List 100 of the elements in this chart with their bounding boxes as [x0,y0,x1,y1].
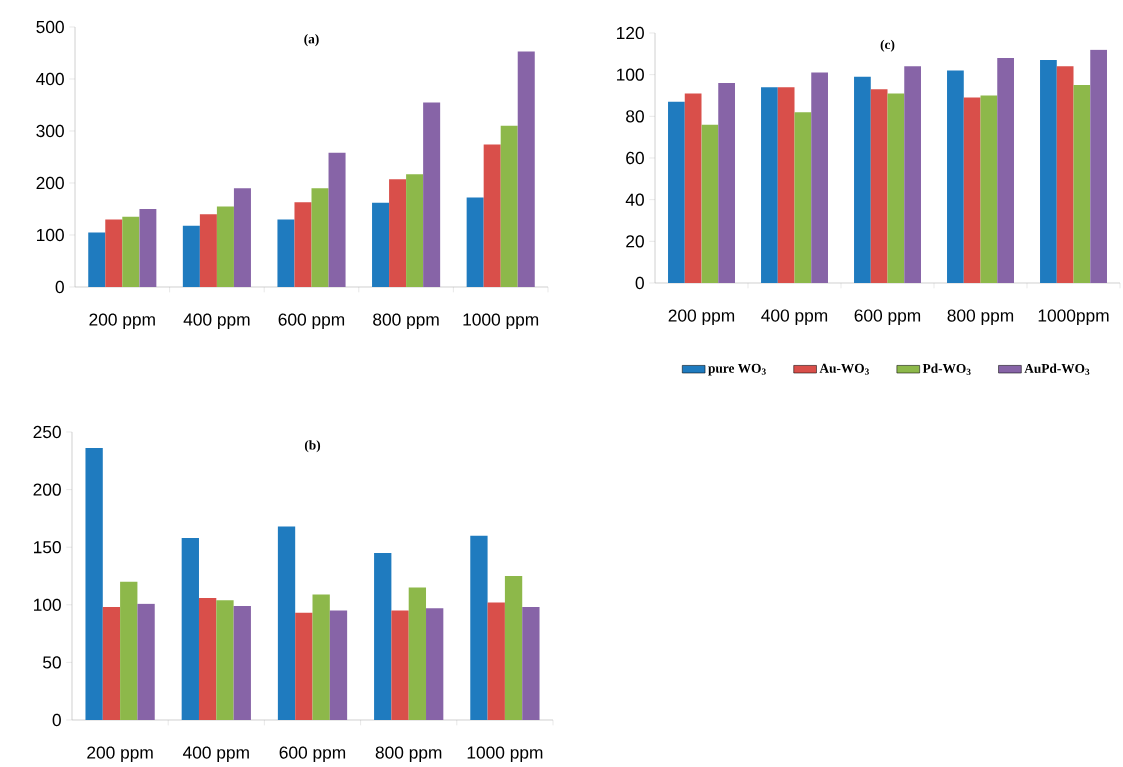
chart-title: (c) [880,39,895,52]
bar [295,612,313,720]
bar [980,95,998,283]
y-tick-label: 120 [617,26,644,40]
y-tick-label: 250 [33,425,61,439]
y-tick-label: 20 [626,235,644,248]
bar [88,232,106,287]
bar [374,552,392,720]
bar [718,82,735,283]
bar [182,225,200,287]
bar [500,125,518,287]
y-tick-label: 200 [33,483,61,496]
y-tick-label: 400 [36,72,64,86]
x-tick-label: 1000 ppm [463,313,539,330]
y-tick-label: 150 [34,541,61,554]
bar [122,216,140,287]
y-tick-label: 50 [43,656,61,669]
bar [406,174,424,287]
bar [761,87,778,283]
bar [777,87,795,283]
bar [389,179,407,287]
bar [137,603,155,720]
y-tick-label: 200 [36,176,64,190]
bar [1040,60,1057,283]
y-tick-label: 0 [55,280,64,294]
bar [684,93,702,283]
bar [391,610,409,720]
bar [199,214,217,287]
bar [963,97,981,283]
bar [198,597,217,720]
bar [105,219,123,287]
x-tick-label: 800 ppm [375,746,442,763]
bar [181,537,199,720]
bar [487,602,505,720]
bar [887,93,905,283]
bar [311,188,329,287]
bar [504,576,523,720]
bar [102,607,121,720]
bar [120,581,138,720]
y-tick-label: 60 [626,151,644,165]
x-tick-label: 400 ppm [182,746,249,763]
legend-label: AuPd-WO$_{3}$ [1024,363,1090,375]
y-tick-label: 0 [52,713,61,727]
bar [426,608,444,720]
bar [1056,66,1074,283]
bar [947,70,964,283]
bar [233,605,251,720]
bar [328,152,346,287]
bar [904,66,921,283]
bar [85,448,103,720]
bar [294,202,312,287]
bar [277,526,296,720]
bar [870,89,888,283]
y-tick-label: 300 [36,124,64,138]
x-tick-label: 600 ppm [278,313,345,330]
bar [423,102,441,287]
bar [277,219,295,287]
x-tick-label: 200 ppm [668,309,735,326]
x-tick-label: 200 ppm [87,746,153,763]
bar [854,76,871,283]
legend-label: Pd-WO$_{3}$ [922,363,971,375]
bar [466,197,484,287]
x-tick-label: 200 ppm [89,313,155,330]
y-tick-label: 80 [626,110,644,123]
x-tick-label: 800 ppm [373,313,439,330]
x-tick-label: 600 ppm [854,309,921,326]
bar [216,600,234,720]
y-tick-label: 40 [625,193,644,206]
bar [701,124,719,283]
y-tick-label: 100 [34,598,61,611]
bar [233,188,251,287]
x-tick-label: 400 ppm [183,313,250,330]
bar [517,51,535,287]
legend-label: pure WO$_{3}$ [708,363,766,376]
x-tick-label: 800 ppm [947,309,1014,326]
x-tick-label: 1000ppm [1038,309,1109,326]
bar [794,112,812,283]
bar [139,208,157,287]
y-tick-label: 100 [617,68,644,81]
bar [312,594,330,720]
y-tick-label: 0 [635,276,644,290]
bar [470,535,488,720]
bar [408,587,427,720]
x-tick-label: 600 ppm [279,746,346,763]
bar [997,57,1014,283]
x-tick-label: 400 ppm [761,309,828,326]
legend-label: Au-WO$_{3}$ [819,363,869,375]
bar [216,206,234,287]
bar [811,72,828,283]
bar [522,607,540,720]
x-tick-label: 1000 ppm [467,746,543,763]
bar [1073,85,1091,283]
bar [1090,49,1107,283]
bar [483,144,501,287]
text: (b) [304,440,321,453]
y-tick-label: 500 [36,20,64,34]
y-tick-label: 100 [37,228,64,242]
bar [329,610,348,720]
chart-title: (a) [304,34,319,47]
bar [372,202,390,287]
